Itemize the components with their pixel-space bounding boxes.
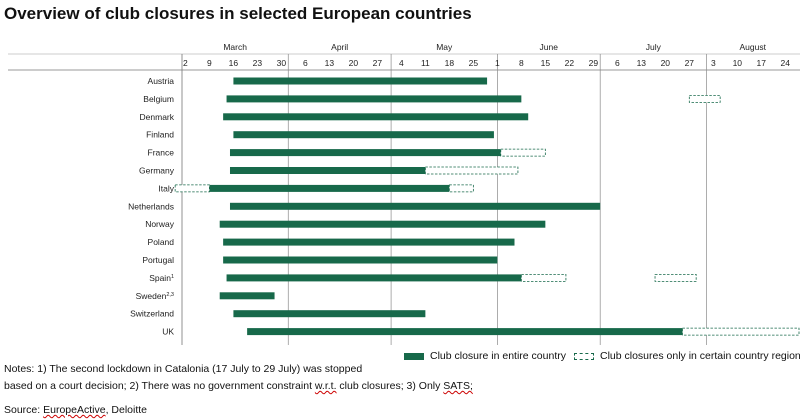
week-tick-label: 25 [469, 58, 479, 68]
source-europeactive: EuropeActive [43, 404, 106, 416]
country-label: Belgium [143, 94, 174, 104]
month-label: March [223, 42, 247, 52]
bar-full-belgium [226, 95, 522, 103]
week-tick-label: 13 [637, 58, 647, 68]
bar-full-finland [233, 131, 494, 139]
week-tick-label: 15 [541, 58, 551, 68]
bar-partial-spain [654, 273, 697, 282]
bar-full-portugal [223, 256, 498, 264]
country-label: Germany [139, 166, 175, 176]
bar-partial-italy [174, 184, 210, 193]
week-tick-label: 27 [373, 58, 383, 68]
country-label: Finland [146, 130, 174, 140]
notes-line-1: Notes: 1) The second lockdown in Catalon… [4, 363, 363, 375]
month-label: July [646, 42, 662, 52]
week-tick-label: 8 [519, 58, 524, 68]
country-label: Austria [148, 76, 175, 86]
chart-title: Overview of club closures in selected Eu… [4, 4, 472, 23]
notes-sats: SATS; [443, 380, 473, 392]
month-label: August [739, 42, 766, 52]
bar-partial-germany [424, 166, 519, 175]
week-tick-label: 29 [589, 58, 599, 68]
week-tick-label: 22 [565, 58, 575, 68]
country-label: Sweden2,3 [136, 291, 174, 301]
notes-wrt: w.r.t. [314, 380, 337, 392]
chart-source: Source: EuropeActive, Deloitte [4, 404, 147, 416]
chart-notes: Notes: 1) The second lockdown in Catalon… [4, 361, 473, 395]
week-tick-label: 4 [399, 58, 404, 68]
week-tick-label: 23 [253, 58, 263, 68]
week-tick-label: 9 [207, 58, 212, 68]
bar-full-spain [226, 274, 522, 282]
month-label: June [540, 42, 559, 52]
week-tick-label: 18 [445, 58, 455, 68]
month-label: May [436, 42, 453, 52]
country-label: Italy [158, 183, 174, 193]
legend-full-label: Club closure in entire country [430, 350, 566, 362]
country-label: Switzerland [130, 309, 174, 319]
week-tick-label: 1 [495, 58, 500, 68]
week-tick-label: 11 [421, 58, 430, 68]
bar-partial-belgium [688, 95, 721, 103]
week-tick-label: 2 [183, 58, 188, 68]
week-tick-label: 6 [615, 58, 620, 68]
week-tick-label: 24 [781, 58, 791, 68]
month-label: April [331, 42, 348, 52]
notes-line-2: based on a court decision; 2) There was … [4, 380, 473, 392]
week-tick-label: 6 [303, 58, 308, 68]
bar-full-sweden [219, 292, 275, 300]
country-label: Portugal [142, 255, 174, 265]
week-tick-label: 3 [711, 58, 716, 68]
week-tick-label: 17 [757, 58, 767, 68]
bar-full-denmark [223, 113, 529, 121]
bar-full-austria [233, 77, 488, 85]
bar-full-uk [247, 328, 683, 336]
legend-partial: Club closures only in certain country re… [574, 350, 800, 362]
bar-partial-spain [520, 273, 567, 282]
week-tick-label: 10 [733, 58, 743, 68]
bar-partial-italy [448, 184, 474, 193]
country-label: France [148, 148, 175, 158]
country-label: Norway [145, 219, 175, 229]
legend-full: Club closure in entire country [404, 350, 566, 362]
bar-full-netherlands [229, 202, 601, 210]
country-label: Spain1 [149, 273, 174, 283]
bar-partial-uk [682, 327, 800, 336]
legend-swatch-full [404, 352, 424, 360]
week-tick-label: 16 [229, 58, 239, 68]
week-tick-label: 30 [277, 58, 287, 68]
country-label: Denmark [140, 112, 175, 122]
week-tick-label: 27 [685, 58, 695, 68]
country-label: UK [162, 327, 174, 337]
bar-full-norway [219, 220, 546, 228]
week-tick-label: 13 [325, 58, 335, 68]
bar-full-italy [209, 184, 450, 192]
legend-partial-label: Club closures only in certain country re… [600, 350, 800, 362]
country-label: Poland [148, 237, 175, 247]
week-tick-label: 20 [661, 58, 671, 68]
week-tick-label: 20 [349, 58, 359, 68]
bar-full-germany [229, 167, 426, 174]
bar-full-france [229, 149, 501, 157]
country-label: Netherlands [128, 201, 174, 211]
bar-partial-france [500, 148, 546, 157]
bar-full-poland [223, 238, 515, 246]
bar-full-switzerland [233, 310, 426, 318]
legend-swatch-partial [574, 352, 594, 360]
